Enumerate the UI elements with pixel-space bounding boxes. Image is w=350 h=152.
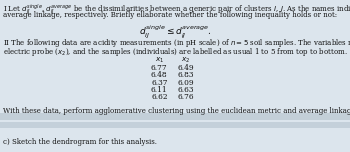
Text: 6.11: 6.11 [151,86,168,94]
Text: $d_{IJ}^{single} \leq d_{IJ}^{average}$.: $d_{IJ}^{single} \leq d_{IJ}^{average}$. [139,24,211,40]
Text: 6.48: 6.48 [151,71,168,79]
Text: c) Sketch the dendrogram for this analysis.: c) Sketch the dendrogram for this analys… [3,138,157,146]
Text: $x_1$: $x_1$ [155,56,164,66]
Text: electric probe ($x_2$), and the samples (individuals) are labelled as usual 1 to: electric probe ($x_2$), and the samples … [3,46,348,58]
Text: II The following data are acidity measurements (in pH scale) of $n = 5$ soil sam: II The following data are acidity measur… [3,37,350,49]
Text: 6.09: 6.09 [177,79,194,87]
Text: 6.37: 6.37 [151,79,168,87]
Text: With these data, perform agglomerative clustering using the euclidean metric and: With these data, perform agglomerative c… [3,107,350,115]
Text: average linkage, respectively. Briefly ellaborate whether the following inequali: average linkage, respectively. Briefly e… [3,11,337,19]
Text: 6.76: 6.76 [177,93,194,101]
Text: 6.83: 6.83 [177,71,194,79]
Text: $x_2$: $x_2$ [181,56,190,66]
Text: 6.63: 6.63 [177,86,194,94]
Text: I Let $d_{IJ}^{single}$, $d_{IJ}^{average}$ be the dissimilarities between a gen: I Let $d_{IJ}^{single}$, $d_{IJ}^{averag… [3,2,350,17]
Text: 6.77: 6.77 [151,64,168,72]
FancyBboxPatch shape [0,122,350,128]
Text: 6.62: 6.62 [151,93,168,101]
FancyBboxPatch shape [0,113,350,120]
Text: 6.49: 6.49 [177,64,194,72]
